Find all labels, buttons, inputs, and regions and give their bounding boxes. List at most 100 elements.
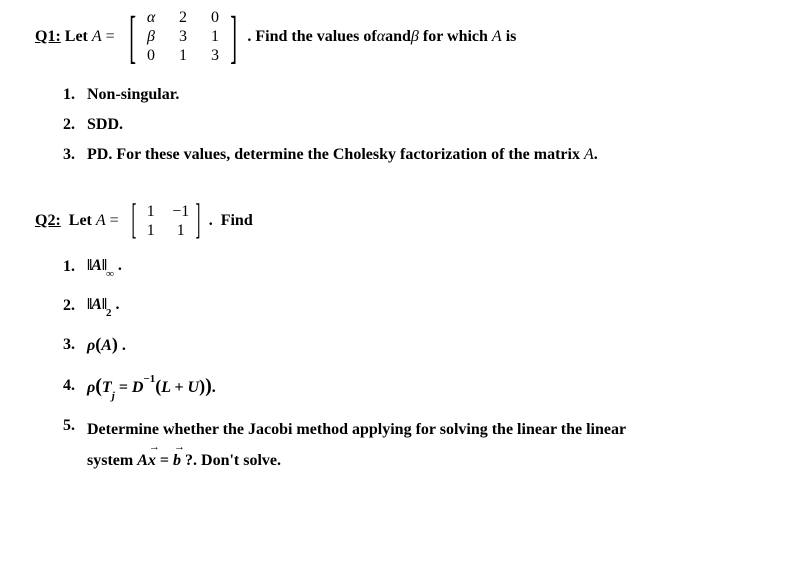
q2-after: . Find: [209, 210, 253, 232]
cell: 3: [174, 27, 192, 46]
bracket-left-icon: [: [131, 202, 136, 240]
line2: system A→x = →b ?. Don't solve.: [87, 446, 765, 476]
paren-close: ): [205, 375, 212, 397]
q1-label: Q1:: [35, 26, 61, 48]
num: 3.: [63, 334, 79, 356]
cell: 3: [206, 46, 224, 65]
q2-statement: Q2: Let A = [ 1 −1 1 1 ] . Find: [35, 202, 765, 240]
dot: .: [116, 296, 120, 313]
num: 2.: [63, 114, 79, 136]
bracket-left-icon: [: [129, 11, 136, 63]
dot: .: [118, 257, 122, 274]
sub-2: 2: [106, 307, 112, 319]
vec-b: →b: [173, 446, 181, 476]
t3c: .: [594, 146, 598, 163]
q2-item-1: 1. ‖A‖∞.: [63, 255, 765, 280]
t3a: PD. For these values, determine the Chol…: [87, 146, 584, 163]
matrix-row: 0 1 3: [142, 46, 224, 65]
cell: 2: [174, 8, 192, 27]
A2: A: [492, 26, 502, 48]
expr: ‖A‖2.: [87, 294, 120, 319]
text: Non-singular.: [87, 84, 179, 106]
num: 5.: [63, 415, 79, 437]
matrix-row: 1 −1: [141, 202, 191, 221]
text: SDD.: [87, 114, 123, 136]
cell: −1: [171, 202, 191, 221]
bracket-right-icon: ]: [230, 11, 237, 63]
q2-item-5-body: Determine whether the Jacobi method appl…: [87, 415, 765, 476]
q2-eq: =: [106, 210, 123, 232]
arrow-icon: →: [174, 437, 185, 458]
q2-section: Q2: Let A = [ 1 −1 1 1 ] . Find 1.: [35, 202, 765, 476]
num: 2.: [63, 295, 79, 317]
A: A: [137, 452, 148, 469]
cell: 0: [142, 46, 160, 65]
bracket-right-icon: ]: [195, 202, 200, 240]
cell: 0: [206, 8, 224, 27]
q1-let: Let: [61, 26, 92, 48]
q1-item-3: 3. PD. For these values, determine the C…: [63, 144, 765, 166]
vec-x: →x: [148, 446, 156, 476]
paren-open: (: [95, 375, 102, 397]
paren-close: ): [112, 334, 118, 354]
text: PD. For these values, determine the Chol…: [87, 144, 598, 166]
Tj-sub: j: [112, 390, 115, 402]
q1-list: 1. Non-singular. 2. SDD. 3. PD. For thes…: [63, 84, 765, 167]
A: A: [91, 257, 102, 274]
alpha: α: [377, 26, 385, 48]
Dinv: −1: [143, 373, 155, 385]
expr: ρ(A) .: [87, 332, 126, 357]
matrix-row: 1 1: [141, 221, 191, 240]
cell: β: [142, 27, 160, 46]
expr: ρ(Tj = D−1(L + U)).: [87, 372, 216, 402]
rho: ρ: [87, 379, 95, 396]
q2-list: 1. ‖A‖∞. 2. ‖A‖2. 3. ρ(A) . 4. ρ(Tj = D−…: [63, 255, 765, 476]
q2-label: Q2:: [35, 210, 61, 232]
cell: 1: [174, 46, 192, 65]
q1-item-1: 1. Non-singular.: [63, 84, 765, 106]
cell: α: [142, 8, 160, 27]
line1: Determine whether the Jacobi method appl…: [87, 415, 765, 445]
matrix-row: β 3 1: [142, 27, 224, 46]
matrix-row: α 2 0: [142, 8, 224, 27]
pre: system: [87, 452, 137, 469]
cell: 1: [141, 221, 161, 240]
q1-A: A: [92, 26, 102, 48]
matrix-body: α 2 0 β 3 1 0 1 3: [142, 8, 224, 66]
LU: L + U: [161, 379, 199, 396]
num: 1.: [63, 84, 79, 106]
q2-item-2: 2. ‖A‖2.: [63, 294, 765, 319]
and: and: [385, 26, 411, 48]
forwhich: for which: [419, 26, 492, 48]
q2-item-5: 5. Determine whether the Jacobi method a…: [63, 415, 765, 476]
cell: 1: [206, 27, 224, 46]
arrow-icon: →: [149, 437, 160, 458]
q1-statement: Q1: Let A = [ α 2 0 β 3 1 0 1 3 ] . Find…: [35, 8, 765, 66]
is: is: [502, 26, 517, 48]
q2-A: A: [96, 210, 106, 232]
t3b: A: [584, 146, 594, 163]
dot: .: [122, 337, 126, 354]
cell: 1: [171, 221, 191, 240]
q1-after: . Find the values of: [247, 26, 376, 48]
matrix-body: 1 −1 1 1: [141, 202, 191, 240]
sub-inf: ∞: [106, 268, 114, 280]
num: 3.: [63, 144, 79, 166]
eqD: = D: [115, 379, 144, 396]
num: 1.: [63, 256, 79, 278]
cell: 1: [141, 202, 161, 221]
post: ?. Don't solve.: [181, 452, 281, 469]
rho: ρ: [87, 337, 95, 354]
q2-item-3: 3. ρ(A) .: [63, 332, 765, 357]
expr: ‖A‖∞.: [87, 255, 122, 280]
q1-matrix: [ α 2 0 β 3 1 0 1 3 ]: [123, 8, 244, 66]
T: T: [102, 379, 112, 396]
q1-eq: =: [102, 26, 119, 48]
q2-item-4: 4. ρ(Tj = D−1(L + U)).: [63, 372, 765, 402]
num: 4.: [63, 375, 79, 397]
q2-matrix: [ 1 −1 1 1 ]: [127, 202, 205, 240]
A: A: [101, 337, 112, 354]
beta: β: [411, 26, 419, 48]
q2-let: Let: [61, 210, 96, 232]
q1-item-2: 2. SDD.: [63, 114, 765, 136]
